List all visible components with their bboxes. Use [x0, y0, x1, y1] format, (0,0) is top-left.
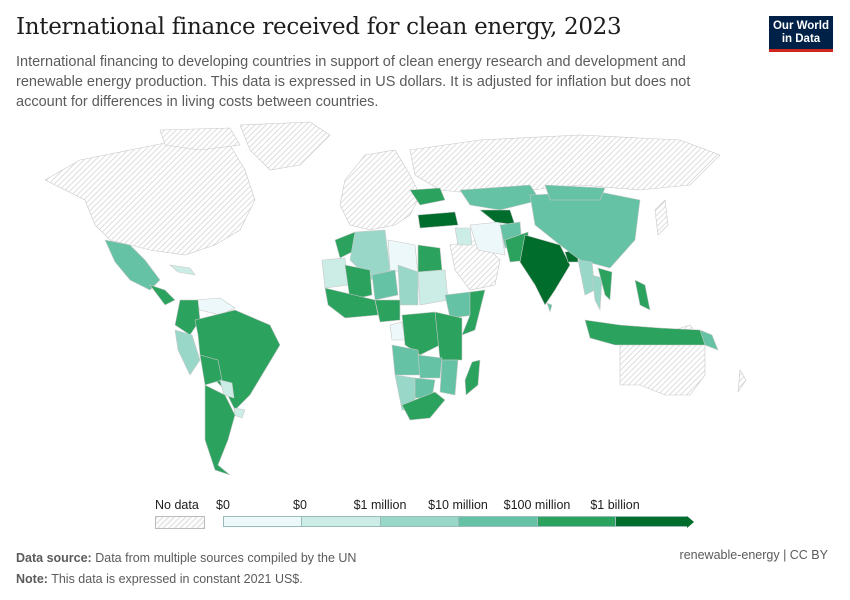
region-mozambique[interactable] [439, 359, 459, 396]
legend-bin-3[interactable] [458, 516, 537, 527]
region-iran[interactable] [469, 221, 506, 256]
region-south-africa[interactable] [401, 391, 446, 421]
region-paraguay[interactable] [219, 379, 235, 399]
note-label: Note: [16, 572, 48, 586]
legend-bin-0[interactable] [223, 516, 301, 527]
legend-no-data-label: No data [155, 498, 199, 512]
logo-line-2: in Data [781, 33, 821, 45]
region-china[interactable] [529, 191, 641, 269]
region-uruguay[interactable] [233, 407, 246, 419]
region-mexico[interactable] [104, 239, 161, 291]
data-source-label: Data source: [16, 551, 92, 565]
region-greenland[interactable] [239, 121, 331, 171]
region-colombia[interactable] [174, 299, 201, 336]
legend-label-5: $1 billion [590, 498, 640, 512]
legend-bin-4[interactable] [537, 516, 615, 527]
color-legend: No data $0 $0 $1 million $10 million $10… [150, 498, 710, 534]
region-vietnam[interactable] [597, 267, 613, 301]
region-venezuela[interactable] [194, 297, 236, 316]
region-peru[interactable] [174, 329, 201, 376]
legend-label-4: $100 million [503, 498, 571, 512]
region-kazakhstan[interactable] [459, 184, 541, 211]
legend-bin-1[interactable] [301, 516, 380, 527]
region-niger[interactable] [371, 269, 399, 301]
data-source-text[interactable]: Data from multiple sources compiled by t… [95, 551, 357, 565]
owid-logo[interactable]: Our World in Data [769, 16, 833, 52]
region-mauritania[interactable] [321, 257, 349, 289]
region-angola[interactable] [391, 344, 421, 376]
region-madagascar[interactable] [464, 359, 481, 396]
note-text: This data is expressed in constant 2021 … [51, 572, 303, 586]
region-caribbean[interactable] [169, 264, 196, 276]
region-sri-lanka[interactable] [546, 302, 553, 314]
legend-label-1: $0 [293, 498, 307, 512]
region-brazil[interactable] [194, 309, 281, 411]
region-thailand[interactable] [591, 274, 603, 312]
region-new-zealand[interactable] [737, 369, 747, 393]
legend-label-0: $0 [216, 498, 230, 512]
region-north-america[interactable] [44, 139, 256, 256]
region-dr-congo[interactable] [401, 311, 441, 356]
region-india[interactable] [519, 234, 571, 306]
region-chad[interactable] [397, 264, 419, 306]
region-japan[interactable] [654, 199, 669, 236]
region-mali[interactable] [344, 264, 373, 301]
region-nigeria[interactable] [374, 299, 401, 323]
chart-subtitle: International financing to developing co… [16, 54, 691, 110]
region-ukraine[interactable] [409, 187, 446, 206]
region-turkey[interactable] [417, 211, 459, 229]
region-argentina[interactable] [204, 384, 236, 476]
region-philippines[interactable] [634, 279, 651, 311]
region-central-america[interactable] [149, 284, 176, 306]
region-egypt[interactable] [417, 244, 443, 273]
legend-label-3: $10 million [428, 498, 488, 512]
license-link[interactable]: renewable-energy | CC BY [679, 548, 828, 562]
region-zambia[interactable] [417, 354, 443, 379]
world-map[interactable] [0, 118, 850, 488]
footer-sources: Data source: Data from multiple sources … [16, 548, 356, 590]
legend-no-data-swatch[interactable] [155, 516, 205, 529]
region-canada-islands[interactable] [159, 127, 241, 151]
legend-bin-5[interactable] [615, 516, 687, 527]
data-source-line: Data source: Data from multiple sources … [16, 548, 356, 569]
region-iraq[interactable] [454, 227, 473, 246]
region-europe[interactable] [339, 149, 421, 231]
region-indonesia[interactable] [584, 319, 711, 346]
region-west-africa[interactable] [324, 287, 379, 319]
legend-arrow-icon [687, 516, 694, 528]
note-line: Note: This data is expressed in constant… [16, 569, 356, 590]
region-bolivia[interactable] [199, 354, 223, 386]
legend-bin-2[interactable] [380, 516, 458, 527]
legend-label-2: $1 million [353, 498, 407, 512]
logo-line-1: Our World [772, 20, 829, 32]
region-somalia[interactable] [461, 289, 486, 336]
region-kenya-tanzania[interactable] [434, 311, 463, 361]
region-mongolia[interactable] [544, 184, 606, 201]
region-sudan[interactable] [417, 269, 449, 306]
region-papua-new-guinea[interactable] [699, 329, 719, 351]
chart-title: International finance received for clean… [16, 14, 622, 40]
